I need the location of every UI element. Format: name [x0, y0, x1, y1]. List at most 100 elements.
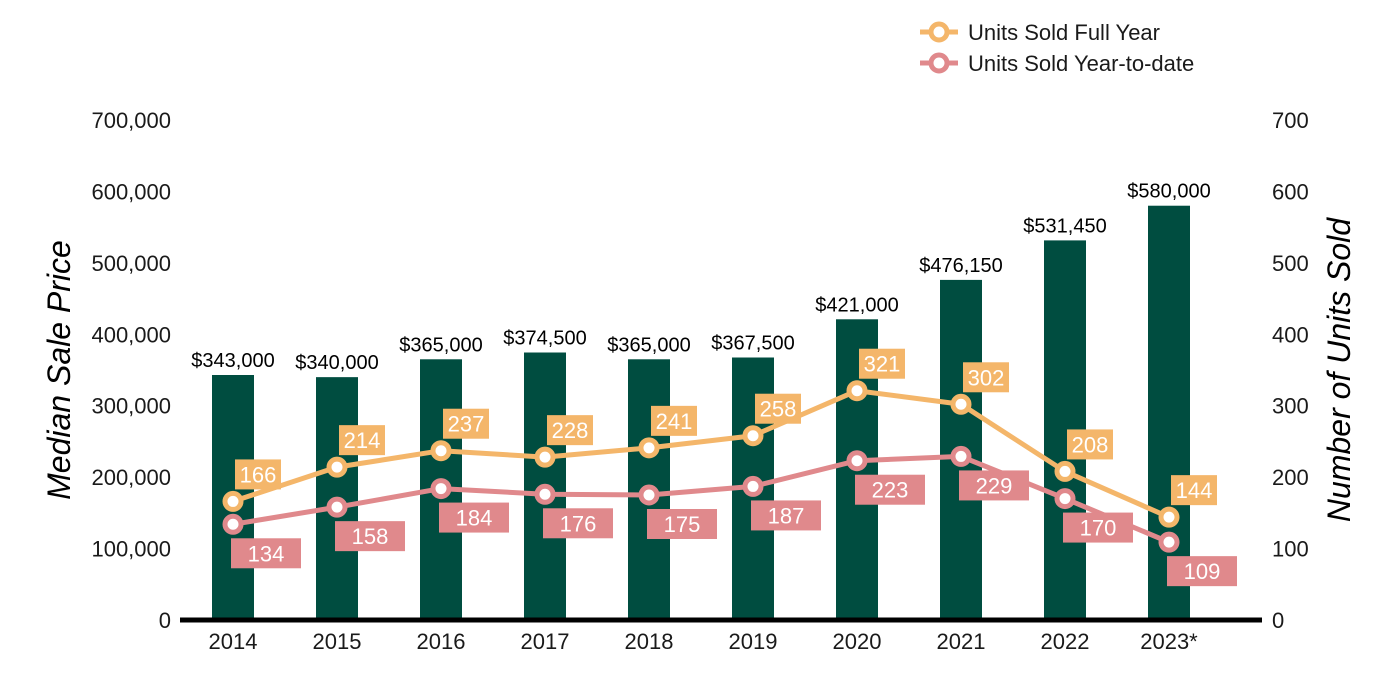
bar-value-label: $343,000	[191, 350, 274, 372]
ytd-label-text: 184	[456, 506, 493, 531]
right-tick-label: 700	[1272, 108, 1309, 133]
full-year-label-box	[651, 405, 697, 436]
full-year-label-text: 228	[552, 418, 589, 443]
ytd-label-box	[335, 521, 405, 552]
x-tick-label: 2022	[1041, 629, 1090, 654]
full-year-point	[638, 437, 660, 459]
full-year-label-text: 214	[344, 428, 381, 453]
left-tick-label: 600,000	[91, 179, 171, 204]
x-tick-label: 2023*	[1140, 629, 1198, 654]
legend-marker-ytd	[928, 52, 950, 74]
ytd-label-box	[439, 502, 509, 533]
bar-value-label: $531,450	[1023, 215, 1106, 237]
full-year-point	[326, 456, 348, 478]
right-tick-label: 100	[1272, 537, 1309, 562]
left-tick-label: 0	[159, 608, 171, 633]
left-tick-label: 300,000	[91, 394, 171, 419]
ytd-label-box	[855, 474, 925, 505]
ytd-label: 176	[543, 508, 613, 539]
ytd-label-text: 176	[560, 511, 597, 536]
full-year-label: 228	[547, 415, 593, 446]
bar-value-label: $421,000	[815, 294, 898, 316]
right-tick-label: 500	[1272, 251, 1309, 276]
legend-marker-full-year	[928, 21, 950, 43]
right-tick-label: 300	[1272, 394, 1309, 419]
left-axis-title: Median Sale Price	[41, 240, 77, 500]
ytd-point	[638, 484, 660, 506]
ytd-label: 109	[1167, 556, 1237, 587]
ytd-point	[326, 496, 348, 518]
full-year-point	[950, 393, 972, 415]
right-tick-label: 200	[1272, 465, 1309, 490]
right-axis-title: Number of Units Sold	[1321, 217, 1357, 522]
ytd-label-text: 158	[352, 524, 389, 549]
ytd-point	[430, 478, 452, 500]
full-year-label: 144	[1171, 475, 1217, 506]
full-year-point	[1158, 506, 1180, 528]
full-year-label: 241	[651, 405, 697, 436]
ytd-point	[950, 445, 972, 467]
full-year-point	[430, 440, 452, 462]
ytd-label: 187	[751, 500, 821, 531]
full-year-line	[232, 388, 1171, 520]
bar-value-label: $365,000	[399, 334, 482, 356]
ytd-label-text: 229	[976, 473, 1013, 498]
ytd-point	[1054, 488, 1076, 510]
x-tick-label: 2019	[729, 629, 778, 654]
ytd-label-box	[543, 508, 613, 539]
legend-item-ytd: Units Sold Year-to-date	[920, 51, 1194, 76]
full-year-label-text: 208	[1072, 432, 1109, 457]
ytd-label-text: 109	[1184, 559, 1221, 584]
x-tick-label: 2018	[625, 629, 674, 654]
right-tick-label: 0	[1272, 608, 1284, 633]
full-year-label: 166	[235, 459, 281, 490]
ytd-label-box	[647, 509, 717, 539]
bar-value-label: $580,000	[1127, 181, 1210, 203]
full-year-label-box	[339, 425, 385, 456]
full-year-label-text: 166	[240, 462, 277, 487]
ytd-label-text: 175	[664, 512, 701, 537]
ytd-label-box	[1063, 512, 1133, 543]
legend: Units Sold Full Year Units Sold Year-to-…	[920, 20, 1194, 76]
x-axis-ticks: 2014 2015 2016 2017 2018 2019 2020 2021 2022 2023…	[209, 629, 1199, 654]
bar-value-label: $476,150	[919, 255, 1002, 277]
full-year-label-box	[443, 408, 489, 439]
ytd-point	[742, 475, 764, 497]
legend-label-full-year: Units Sold Full Year	[968, 20, 1160, 45]
full-year-point	[846, 380, 868, 402]
ytd-label-box	[751, 500, 821, 531]
ytd-point	[846, 450, 868, 472]
x-tick-label: 2016	[417, 629, 466, 654]
left-axis-ticks: 0 100,000 200,000 300,000 400,000 500,000 600,…	[91, 108, 171, 633]
full-year-label-box	[547, 415, 593, 446]
right-tick-label: 400	[1272, 322, 1309, 347]
bar-value-labels: $343,000 $340,000 $365,000 $374,500 $365,000…	[191, 181, 1210, 374]
ytd-label-text: 187	[768, 503, 805, 528]
ytd-label: 175	[647, 509, 717, 539]
full-year-label: 214	[339, 425, 385, 456]
full-year-label-text: 321	[864, 352, 901, 377]
bar-value-label: $367,500	[711, 333, 794, 355]
full-year-label: 302	[963, 362, 1009, 393]
legend-label-ytd: Units Sold Year-to-date	[968, 51, 1194, 76]
ytd-label: 184	[439, 502, 509, 533]
full-year-label-text: 237	[448, 412, 485, 437]
bar-value-label: $374,500	[503, 328, 586, 350]
ytd-label: 158	[335, 521, 405, 552]
full-year-label-box	[755, 393, 801, 424]
x-tick-label: 2014	[209, 629, 258, 654]
left-tick-label: 500,000	[91, 251, 171, 276]
full-year-label-text: 241	[656, 409, 693, 434]
ytd-label: 223	[855, 474, 925, 505]
ytd-point	[1158, 531, 1180, 553]
ytd-label-box	[1167, 556, 1237, 587]
left-tick-label: 200,000	[91, 465, 171, 490]
full-year-label: 321	[859, 348, 905, 379]
ytd-label-box	[959, 470, 1029, 501]
full-year-label-text: 302	[968, 365, 1005, 390]
bar-value-label: $365,000	[607, 334, 690, 356]
full-year-point	[742, 425, 764, 447]
x-tick-label: 2015	[313, 629, 362, 654]
legend-item-full-year: Units Sold Full Year	[920, 20, 1160, 45]
